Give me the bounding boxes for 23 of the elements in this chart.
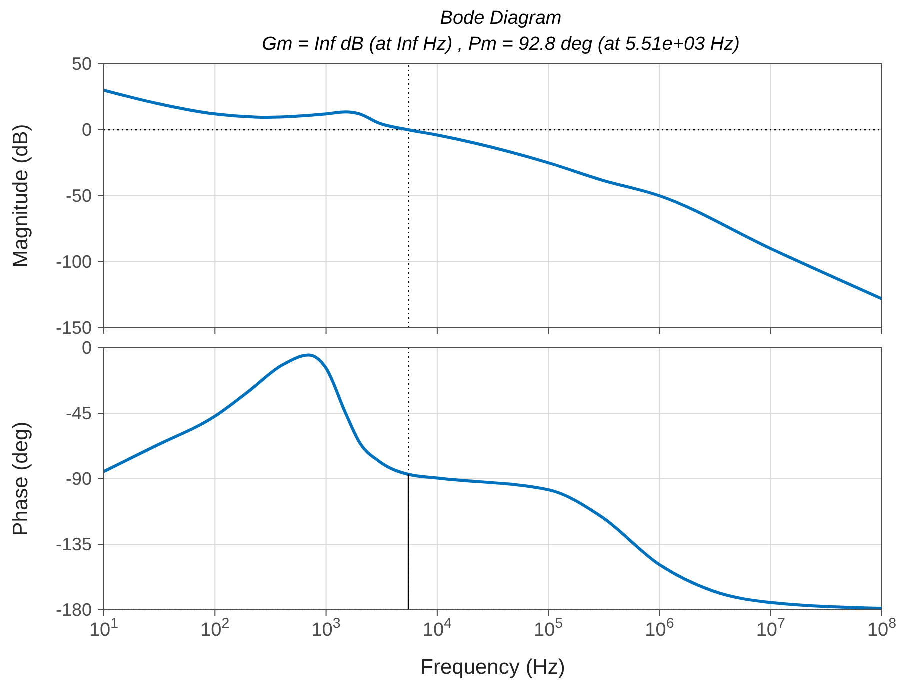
y-tick-label: -135 — [56, 534, 92, 554]
x-tick-label: 10$^{7}$ — [756, 616, 786, 641]
y-tick-label: -150 — [56, 318, 92, 338]
y-tick-label: -100 — [56, 252, 92, 272]
x-tick-label: 10$^{2}$ — [200, 616, 230, 641]
y-axis-title: Phase (deg) — [9, 422, 32, 536]
y-tick-label: 0 — [82, 120, 92, 140]
x-tick-label: 10$^{1}$ — [89, 616, 119, 641]
chart-title: Bode Diagram — [439, 8, 563, 30]
x-tick-label: 10$^{5}$ — [534, 616, 564, 641]
chart-subtitle: Gm = Inf dB (at Inf Hz) , Pm = 92.8 deg (at 5.51e+03 Hz) — [262, 34, 740, 55]
y-tick-label: 50 — [72, 54, 92, 74]
y-tick-label: -50 — [66, 186, 92, 206]
x-tick-label: 10$^{6}$ — [645, 616, 674, 641]
x-tick-label: 10$^{4}$ — [422, 616, 452, 641]
x-tick-label: 10$^{3}$ — [312, 616, 341, 641]
y-tick-label: -45 — [66, 404, 92, 424]
x-axis-title: Frequency (Hz) — [420, 656, 566, 679]
x-tick-label: 10$^{8}$ — [867, 616, 897, 641]
y-tick-label: 0 — [82, 338, 92, 358]
y-tick-label: -180 — [56, 600, 92, 620]
y-axis-title: Magnitude (dB) — [9, 124, 32, 268]
y-tick-label: -90 — [66, 469, 92, 489]
